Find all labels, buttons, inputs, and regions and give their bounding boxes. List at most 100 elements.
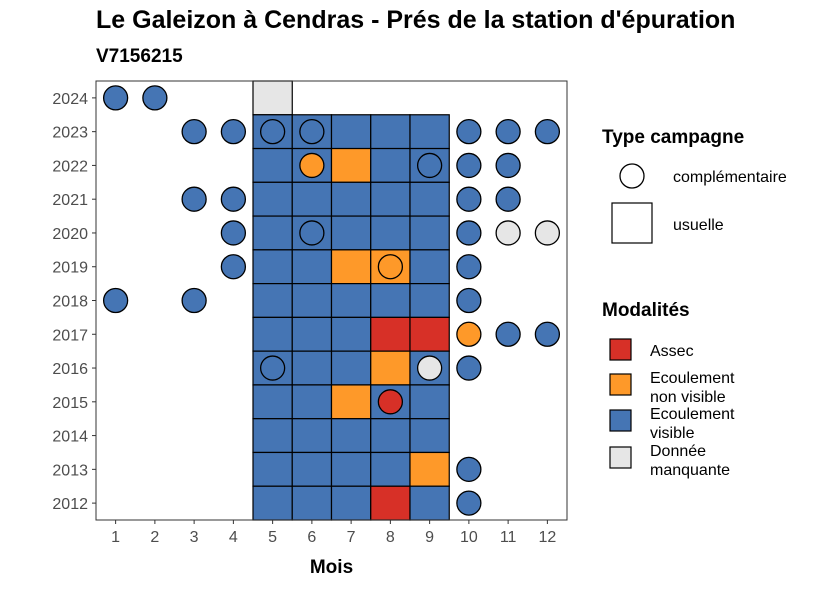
usuelle-cell-2015-6 <box>291 384 333 420</box>
complementaire-point-2022-11 <box>495 152 521 179</box>
legend-modalite-key <box>609 409 632 432</box>
usuelle-cell-2012-8 <box>370 485 411 521</box>
y-tick-label: 2015 <box>52 395 88 412</box>
y-tick-label: 2024 <box>52 91 88 108</box>
usuelle-cell-2014-6 <box>291 418 333 454</box>
usuelle-cell-2017-8 <box>370 316 411 352</box>
usuelle-cell-2021-6 <box>291 181 333 217</box>
usuelle-cell-2021-8 <box>370 181 411 217</box>
legend-modalite-label: visible <box>650 425 695 442</box>
complementaire-points <box>102 85 561 516</box>
complementaire-point-2022-9 <box>416 152 443 179</box>
complementaire-point-2022-10 <box>456 152 482 179</box>
usuelle-cell-2016-8 <box>370 350 411 386</box>
usuelle-cell-2017-6 <box>291 316 333 352</box>
usuelle-cell-2015-7 <box>330 384 372 420</box>
usuelle-cell-2023-9 <box>409 114 450 150</box>
x-tick-label: 1 <box>111 529 120 546</box>
x-axis: 1 2 3 4 5 6 7 8 9 10 11 12 <box>111 520 556 546</box>
complementaire-point-2023-5 <box>259 119 286 145</box>
usuelle-cell-2018-8 <box>370 283 411 318</box>
legend-modalite-label: Donnée <box>650 443 706 460</box>
legend-square-key <box>611 202 653 244</box>
x-axis-title: Mois <box>310 557 353 578</box>
complementaire-point-2020-12 <box>534 220 561 246</box>
complementaire-point-2017-11 <box>495 321 521 347</box>
usuelle-cell-2013-9 <box>409 451 450 487</box>
usuelle-cell-2014-9 <box>409 418 450 454</box>
usuelle-cell-2012-5 <box>252 485 293 521</box>
complementaire-point-2013-10 <box>456 456 482 482</box>
y-tick-label: 2019 <box>52 260 88 277</box>
usuelle-cell-2019-5 <box>252 249 293 285</box>
usuelle-cells <box>252 80 450 521</box>
complementaire-point-2016-10 <box>456 355 482 381</box>
legend: Type campagne complémentaire usuelle Modali… <box>602 127 787 479</box>
usuelle-cell-2013-6 <box>291 451 333 487</box>
usuelle-cell-2020-7 <box>330 215 372 251</box>
legend-modalite-label: manquante <box>650 462 730 479</box>
usuelle-cell-2012-9 <box>409 485 450 521</box>
x-tick-label: 11 <box>500 529 517 546</box>
complementaire-point-2021-4 <box>220 186 247 212</box>
y-tick-label: 2023 <box>52 125 88 142</box>
y-tick-label: 2022 <box>52 158 88 175</box>
complementaire-point-2019-8 <box>377 254 404 280</box>
legend-circle-key <box>619 163 645 189</box>
legend-modalite-key <box>609 446 632 469</box>
complementaire-point-2023-11 <box>495 119 521 145</box>
complementaire-point-2024-1 <box>102 85 129 111</box>
complementaire-point-2023-10 <box>456 119 482 145</box>
usuelle-cell-2023-8 <box>370 114 411 150</box>
usuelle-cell-2018-7 <box>330 283 372 318</box>
complementaire-point-2018-3 <box>181 287 207 314</box>
usuelle-cell-2015-5 <box>252 384 293 420</box>
legend-modalite-label: Ecoulement <box>650 406 735 423</box>
usuelle-cell-2019-9 <box>409 249 450 285</box>
usuelle-cell-2018-5 <box>252 283 293 318</box>
complementaire-point-2016-9 <box>416 355 443 381</box>
usuelle-cell-2020-9 <box>409 215 450 251</box>
usuelle-cell-2012-6 <box>291 485 333 521</box>
usuelle-cell-2019-6 <box>291 249 333 285</box>
usuelle-cell-2022-8 <box>370 147 411 183</box>
complementaire-point-2021-3 <box>181 186 207 212</box>
chart-title: Le Galeizon à Cendras - Prés de la stati… <box>96 6 736 34</box>
legend-modalite-label: Ecoulement <box>650 370 735 387</box>
usuelle-cell-2017-5 <box>252 316 293 352</box>
complementaire-point-2024-2 <box>142 85 168 111</box>
complementaire-point-2023-12 <box>534 119 561 145</box>
usuelle-cell-2020-5 <box>252 215 293 251</box>
usuelle-cell-2021-9 <box>409 181 450 217</box>
usuelle-cell-2020-8 <box>370 215 411 251</box>
x-tick-label: 9 <box>425 529 434 546</box>
complementaire-point-2021-11 <box>495 186 521 212</box>
usuelle-cell-2013-7 <box>330 451 372 487</box>
usuelle-cell-2022-5 <box>252 147 293 183</box>
x-tick-label: 10 <box>460 529 478 546</box>
legend-modalite-key <box>609 373 632 396</box>
x-tick-label: 4 <box>229 529 238 546</box>
legend-modalite-key <box>609 338 632 361</box>
usuelle-cell-2019-7 <box>330 249 372 285</box>
usuelle-cell-2014-8 <box>370 418 411 454</box>
complementaire-point-2017-10 <box>456 321 482 347</box>
usuelle-cell-2018-6 <box>291 283 333 318</box>
usuelle-cell-2014-7 <box>330 418 372 454</box>
x-tick-label: 5 <box>268 529 277 546</box>
usuelle-cell-2021-7 <box>330 181 372 217</box>
y-tick-label: 2017 <box>52 327 88 344</box>
y-tick-label: 2018 <box>52 294 88 311</box>
legend-modalite-label: non visible <box>650 389 726 406</box>
legend-type-label: usuelle <box>673 217 724 234</box>
x-tick-label: 7 <box>347 529 356 546</box>
usuelle-cell-2018-9 <box>409 283 450 318</box>
usuelle-cell-2017-9 <box>409 316 450 352</box>
complementaire-point-2020-6 <box>299 220 325 246</box>
usuelle-cell-2017-7 <box>330 316 372 352</box>
complementaire-point-2018-10 <box>456 287 482 314</box>
complementaire-point-2022-6 <box>299 152 325 179</box>
complementaire-point-2016-5 <box>259 355 286 381</box>
y-tick-label: 2021 <box>52 192 88 209</box>
complementaire-point-2020-11 <box>495 220 521 246</box>
